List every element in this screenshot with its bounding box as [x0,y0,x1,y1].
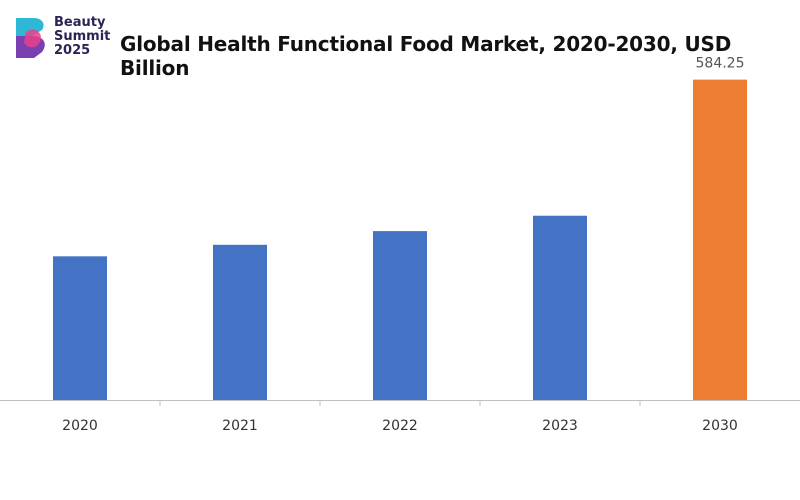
bar-2030 [693,79,747,401]
brand-line-2: Summit [54,29,111,44]
brand-line-1: Beauty [54,15,106,30]
x-tick-label-2023: 2023 [542,418,578,434]
bar-group [53,79,747,401]
data-label-2030: 584.25 [696,56,745,72]
brand: Beauty Summit 2025 [12,14,110,60]
chart-title: Global Health Functional Food Market, 20… [120,32,732,80]
bar-2020 [53,256,107,400]
x-tick-label-2030: 2030 [702,418,738,434]
brand-name: Beauty Summit 2025 [54,16,110,58]
bar-2022 [373,231,427,400]
brand-line-3: 2025 [54,43,91,58]
x-tick-label-2020: 2020 [62,418,98,434]
beauty-summit-logo-icon [16,18,45,58]
bar-2021 [213,244,267,400]
x-tick-label-2022: 2022 [382,418,418,434]
x-tick-label-2021: 2021 [222,418,258,434]
bar-2023 [533,215,587,400]
x-axis-ticks: 2020 2021 2022 2023 2030 [62,400,738,434]
data-labels: 584.25 [696,56,745,72]
